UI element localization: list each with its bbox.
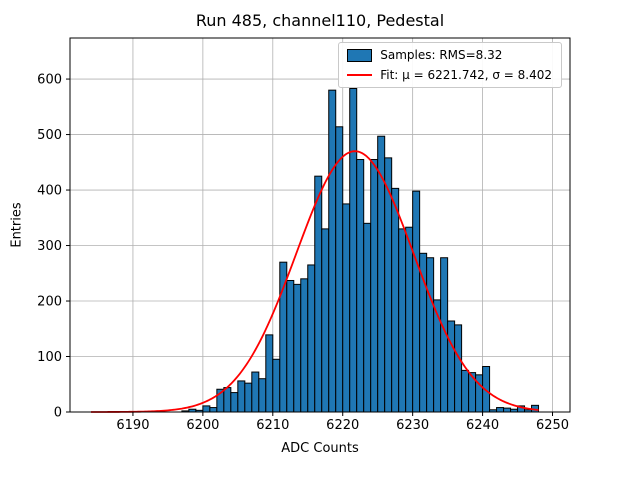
y-tick-label: 400 [37,184,62,199]
histogram-bar [237,380,246,413]
y-tick-label: 200 [37,295,62,310]
histogram-bar [230,392,239,413]
histogram-bar [405,226,414,413]
histogram-bar [286,279,295,413]
histogram-bar [461,369,470,413]
histogram-bar [314,175,323,413]
histogram-bar [251,371,260,413]
x-axis-label: ADC Counts [281,441,359,456]
histogram-bar [398,228,407,413]
histogram-bar [300,278,309,413]
x-tick-label: 6210 [256,418,289,433]
x-tick-label: 6240 [466,418,499,433]
chart-title: Run 485, channel110, Pedestal [195,11,445,30]
x-tick-label: 6220 [326,418,359,433]
histogram-swatch-icon [347,48,373,62]
y-tick-label: 500 [37,128,62,143]
histogram-bar [454,324,463,413]
fit-line-icon [347,74,373,76]
histogram-bar [335,126,344,413]
histogram-bar [209,407,218,413]
histogram-bar [202,405,211,413]
legend-entry-fit: Fit: μ = 6221.742, σ = 8.402 [347,68,552,82]
histogram-bar [279,261,288,413]
histogram-bar [426,257,435,413]
legend-fit-label: Fit: μ = 6221.742, σ = 8.402 [380,68,552,82]
legend-samples-label: Samples: RMS=8.32 [380,48,503,62]
histogram-bar [342,203,351,413]
histogram-bar [244,382,253,413]
y-tick-label: 100 [37,350,62,365]
x-tick-label: 6200 [186,418,219,433]
y-tick-label: 600 [37,73,62,88]
histogram-bar [272,358,281,413]
histogram-bar [223,387,232,413]
histogram-bar [363,222,372,413]
axes-frame [69,37,571,413]
histogram-bar [503,407,512,413]
histogram-bar [258,378,267,413]
histogram-bar [349,87,358,413]
x-tick-label: 6250 [536,418,569,433]
fit-curve [90,150,539,413]
y-tick-label: 0 [54,406,62,421]
histogram-bar [433,299,442,413]
y-axis-label: Entries [9,202,25,248]
legend: Samples: RMS=8.32 Fit: μ = 6221.742, σ =… [338,42,562,88]
x-tick-label: 6230 [396,418,429,433]
x-tick-label: 6190 [116,418,149,433]
histogram-bar [328,89,337,413]
histogram-bar [412,190,421,413]
histogram-bar [391,187,400,413]
y-tick-label: 300 [37,239,62,254]
histogram-bar [265,334,274,413]
histogram-bar [356,159,365,413]
histogram-bar [293,283,302,413]
histogram-bar [321,228,330,413]
histogram-bar [496,407,505,413]
legend-entry-samples: Samples: RMS=8.32 [347,48,552,62]
histogram-bar [370,159,379,413]
histogram-bar [447,320,456,413]
histogram-bar [307,264,316,413]
